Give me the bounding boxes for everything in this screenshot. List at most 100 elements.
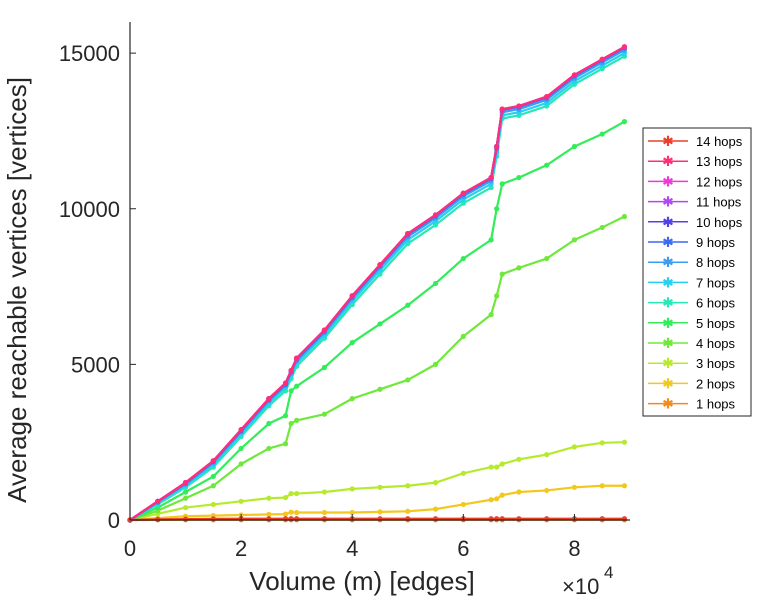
data-point xyxy=(377,321,383,327)
data-point xyxy=(405,302,411,308)
legend-marker-icon: ✱ xyxy=(662,376,674,392)
data-point xyxy=(488,237,494,243)
data-point xyxy=(621,44,628,50)
x-tick-label: 2 xyxy=(235,536,247,561)
legend-label: 9 hops xyxy=(696,235,736,250)
data-point xyxy=(155,498,161,504)
legend-marker-icon: ✱ xyxy=(662,397,674,413)
data-point xyxy=(516,175,522,181)
x-ticks: 0 2 4 6 8 xyxy=(124,514,581,561)
data-point xyxy=(238,427,244,433)
data-point xyxy=(571,484,578,490)
series-line-6-hops xyxy=(129,55,625,521)
legend-label: 2 hops xyxy=(696,376,736,391)
legend-label: 3 hops xyxy=(696,356,736,371)
legend-item: ✱ 5 hops xyxy=(648,316,736,332)
data-point xyxy=(288,388,294,394)
legend-marker-icon: ✱ xyxy=(662,316,674,332)
data-point xyxy=(349,509,355,516)
data-point xyxy=(405,231,411,237)
legend-label: 4 hops xyxy=(696,336,736,351)
data-point xyxy=(349,396,355,402)
data-point xyxy=(294,383,300,389)
data-point xyxy=(405,377,411,383)
data-point xyxy=(288,420,294,427)
legend-label: 7 hops xyxy=(696,275,736,290)
legend-marker-icon: ✱ xyxy=(662,134,674,150)
data-point xyxy=(599,224,605,231)
y-tick-label: 0 xyxy=(108,508,120,533)
data-point xyxy=(405,483,411,489)
x-tick-label: 8 xyxy=(568,536,580,561)
data-point xyxy=(294,509,300,516)
data-point xyxy=(155,516,161,522)
legend-marker-icon: ✱ xyxy=(662,235,674,251)
data-point xyxy=(294,490,300,497)
data-point xyxy=(544,487,550,494)
legend-marker-icon: ✱ xyxy=(662,215,674,231)
legend-label: 13 hops xyxy=(696,154,743,169)
data-point xyxy=(182,489,189,495)
data-point xyxy=(499,181,505,187)
data-point xyxy=(288,368,294,374)
legend-marker-icon: ✱ xyxy=(662,174,674,190)
series-layer xyxy=(127,44,628,523)
y-axis-label: Average reachable vertices [vertices] xyxy=(2,77,32,503)
data-point xyxy=(377,509,383,515)
data-point xyxy=(432,280,439,287)
data-point xyxy=(494,293,500,299)
y-tick-label: 15000 xyxy=(59,41,120,66)
data-point xyxy=(544,452,550,458)
data-point xyxy=(460,501,466,508)
data-point xyxy=(266,445,272,452)
data-point xyxy=(460,200,466,206)
data-point xyxy=(210,516,216,522)
data-point xyxy=(266,396,272,402)
legend: ✱ 14 hops ✱ 13 hops ✱ 12 hops ✱ 11 hops ✱ 10 hops… xyxy=(642,127,752,417)
data-point xyxy=(282,494,289,501)
x-multiplier-base: ×10 xyxy=(562,574,599,599)
data-point xyxy=(182,480,189,486)
legend-item: ✱ 14 hops xyxy=(648,134,743,150)
data-point xyxy=(460,190,466,196)
data-point xyxy=(494,143,500,150)
series-5-hops xyxy=(127,119,628,523)
data-point xyxy=(516,265,522,271)
legend-marker-icon: ✱ xyxy=(662,356,674,372)
data-point xyxy=(488,311,494,318)
data-point xyxy=(499,106,505,112)
data-point xyxy=(494,464,500,470)
legend-marker-icon: ✱ xyxy=(662,195,674,211)
legend-marker-icon: ✱ xyxy=(662,296,674,312)
data-point xyxy=(571,72,578,78)
data-point xyxy=(321,411,328,417)
series-9-hops xyxy=(127,45,628,523)
data-point xyxy=(321,509,328,516)
data-point xyxy=(266,511,272,517)
data-point xyxy=(266,420,272,427)
series-line-7-hops xyxy=(129,52,625,521)
series-line-9-hops xyxy=(129,46,625,521)
x-axis-label: Volume (m) [edges] xyxy=(249,566,474,596)
legend-label: 12 hops xyxy=(696,174,743,189)
legend-item: ✱ 6 hops xyxy=(648,296,736,312)
data-point xyxy=(294,355,300,361)
data-point xyxy=(499,461,505,467)
legend-marker-icon: ✱ xyxy=(662,154,674,170)
legend-item: ✱ 8 hops xyxy=(648,255,736,271)
legend-item: ✱ 1 hops xyxy=(648,397,736,413)
data-point xyxy=(432,361,439,367)
data-point xyxy=(621,213,628,220)
legend-item: ✱ 7 hops xyxy=(648,275,736,291)
data-point xyxy=(499,271,505,277)
data-point xyxy=(182,495,189,501)
axes xyxy=(129,22,630,521)
legend-label: 8 hops xyxy=(696,255,736,270)
legend-item: ✱ 3 hops xyxy=(648,356,736,372)
legend-item: ✱ 2 hops xyxy=(648,376,736,392)
data-point xyxy=(516,103,522,109)
legend-label: 5 hops xyxy=(696,316,736,331)
data-point xyxy=(571,444,578,450)
data-point xyxy=(599,440,605,446)
